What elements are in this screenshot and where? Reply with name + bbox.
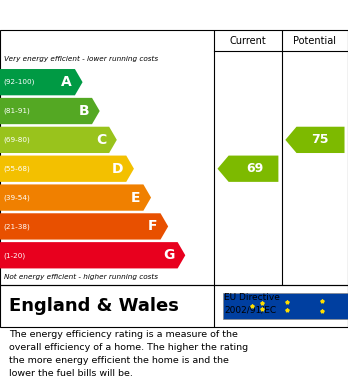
Text: Very energy efficient - lower running costs: Very energy efficient - lower running co… (4, 56, 158, 62)
Polygon shape (285, 127, 345, 153)
Text: (81-91): (81-91) (3, 108, 30, 114)
Text: 69: 69 (246, 162, 263, 175)
Bar (223, 293, 348, 319)
Text: (55-68): (55-68) (3, 165, 30, 172)
Text: D: D (112, 162, 124, 176)
Polygon shape (0, 242, 185, 269)
Text: England & Wales: England & Wales (9, 297, 179, 315)
Polygon shape (0, 98, 100, 124)
Text: Energy Efficiency Rating: Energy Efficiency Rating (9, 8, 230, 23)
Polygon shape (0, 127, 117, 153)
Text: C: C (96, 133, 106, 147)
Text: (39-54): (39-54) (3, 194, 30, 201)
Text: G: G (164, 248, 175, 262)
Text: Current: Current (230, 36, 266, 46)
Text: E: E (131, 190, 141, 204)
Polygon shape (0, 185, 151, 211)
Text: (1-20): (1-20) (3, 252, 26, 258)
Text: (21-38): (21-38) (3, 223, 30, 230)
Polygon shape (218, 156, 278, 182)
Text: A: A (61, 75, 72, 89)
Polygon shape (0, 69, 82, 95)
Text: The energy efficiency rating is a measure of the
overall efficiency of a home. T: The energy efficiency rating is a measur… (9, 330, 248, 378)
Text: F: F (148, 219, 158, 233)
Text: EU Directive
2002/91/EC: EU Directive 2002/91/EC (224, 293, 280, 315)
Polygon shape (0, 156, 134, 182)
Polygon shape (0, 213, 168, 240)
Text: Potential: Potential (293, 36, 337, 46)
Text: Not energy efficient - higher running costs: Not energy efficient - higher running co… (4, 274, 158, 280)
Text: 75: 75 (311, 133, 329, 146)
Text: (69-80): (69-80) (3, 136, 30, 143)
Text: B: B (79, 104, 89, 118)
Text: (92-100): (92-100) (3, 79, 35, 85)
